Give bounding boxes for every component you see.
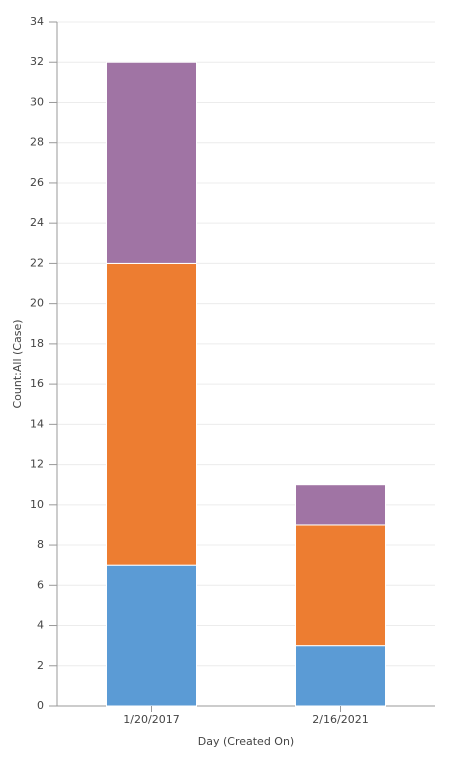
y-tick-label: 24	[30, 216, 44, 229]
bar-segment	[106, 262, 197, 566]
bar-segment	[295, 484, 386, 526]
y-tick-label: 26	[30, 176, 44, 189]
y-tick-label: 12	[30, 458, 44, 471]
y-axis-title: Count:All (Case)	[11, 319, 24, 408]
y-tick-label: 30	[30, 95, 44, 108]
bar-segment	[106, 61, 197, 264]
y-tick-label: 0	[37, 699, 44, 712]
y-tick-label: 8	[37, 538, 44, 551]
y-tick-label: 18	[30, 337, 44, 350]
y-tick-label: 20	[30, 297, 44, 310]
y-tick-label: 22	[30, 256, 44, 269]
y-tick-label: 28	[30, 136, 44, 149]
y-tick-label: 6	[37, 578, 44, 591]
bar-segment	[295, 645, 386, 707]
x-tick-label: 1/20/2017	[123, 713, 179, 726]
y-tick-label: 34	[30, 15, 44, 28]
y-tick-label: 32	[30, 55, 44, 68]
y-tick-label: 14	[30, 417, 44, 430]
x-tick-label: 2/16/2021	[312, 713, 368, 726]
y-tick-label: 4	[37, 619, 44, 632]
bar-segment	[295, 524, 386, 647]
y-tick-label: 10	[30, 498, 44, 511]
y-tick-label: 2	[37, 659, 44, 672]
x-axis-title: Day (Created On)	[198, 735, 294, 748]
y-tick-label: 16	[30, 377, 44, 390]
bar-segment	[106, 564, 197, 707]
